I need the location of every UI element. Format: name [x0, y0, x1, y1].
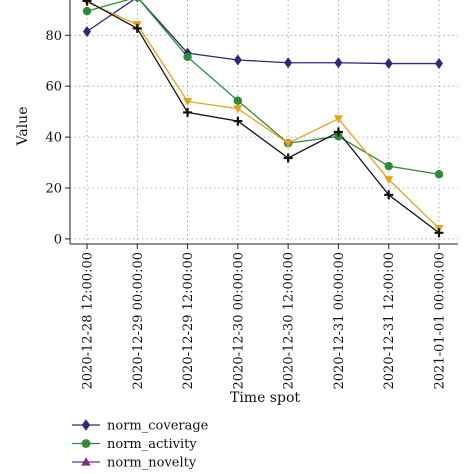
triangle-down-marker — [384, 176, 394, 185]
x-tick-label: 2020-12-30 12:00:00 — [282, 252, 297, 389]
triangle-down-marker — [183, 97, 193, 106]
diamond-marker — [81, 419, 91, 431]
x-tick-label: 2020-12-29 12:00:00 — [181, 252, 196, 389]
x-tick-label: 2020-12-30 00:00:00 — [231, 252, 246, 389]
x-tick-label: 2020-12-28 12:00:00 — [81, 252, 96, 389]
plus-marker — [82, 0, 92, 6]
diamond-marker — [284, 57, 293, 69]
diamond-marker — [435, 58, 443, 70]
y-tick-label: 20 — [45, 182, 62, 197]
plus-marker — [333, 127, 343, 137]
triangle-down-marker — [233, 105, 243, 114]
circle-marker — [81, 439, 91, 448]
plus-marker — [233, 116, 243, 126]
y-tick-label: 60 — [45, 80, 62, 95]
circle-marker — [82, 6, 92, 16]
diamond-marker — [334, 57, 343, 69]
x-axis-title: Time spot — [230, 390, 300, 406]
circle-marker — [384, 161, 393, 171]
triangle-up-marker — [81, 457, 91, 466]
x-tick-label: 2020-12-29 00:00:00 — [131, 252, 146, 389]
plus-marker — [434, 228, 444, 238]
y-tick-label: 80 — [45, 29, 62, 44]
legend-label: norm_novelty — [107, 456, 197, 471]
plus-marker — [384, 190, 394, 200]
circle-marker — [434, 170, 444, 179]
legend-label: norm_activity — [107, 437, 197, 452]
x-tick-label: 2020-12-31 00:00:00 — [332, 252, 347, 389]
circle-marker — [183, 52, 192, 62]
series-line-norm_activity — [86, 0, 440, 175]
diamond-marker — [384, 58, 393, 70]
diamond-marker — [83, 25, 91, 37]
plus-marker — [283, 153, 293, 163]
circle-marker — [233, 96, 243, 105]
x-tick-label: 2020-12-31 12:00:00 — [382, 252, 397, 389]
legend-label: norm_coverage — [107, 419, 209, 434]
y-tick-label: 0 — [54, 232, 62, 247]
series-line-series-3 — [86, 1, 440, 229]
plus-marker — [132, 23, 142, 33]
legend: norm_coverage norm_activity norm_novelty — [72, 419, 209, 471]
circle-marker — [134, 0, 141, 2]
plus-marker — [183, 107, 193, 117]
triangle-down-marker — [333, 115, 343, 124]
series-lines — [86, 0, 440, 234]
series-line-series-4 — [86, 0, 440, 234]
y-axis-title: Value — [15, 107, 31, 147]
x-tick-label: 2021-01-01 00:00:00 — [433, 252, 448, 389]
diamond-marker — [233, 54, 242, 66]
triangle-down-marker — [283, 139, 293, 148]
series-markers — [82, 0, 444, 238]
axes: 0 20 40 60 80 2020-12-28 12:00:00 2020-12-29 0… — [45, 0, 458, 389]
y-tick-label: 40 — [45, 131, 62, 146]
